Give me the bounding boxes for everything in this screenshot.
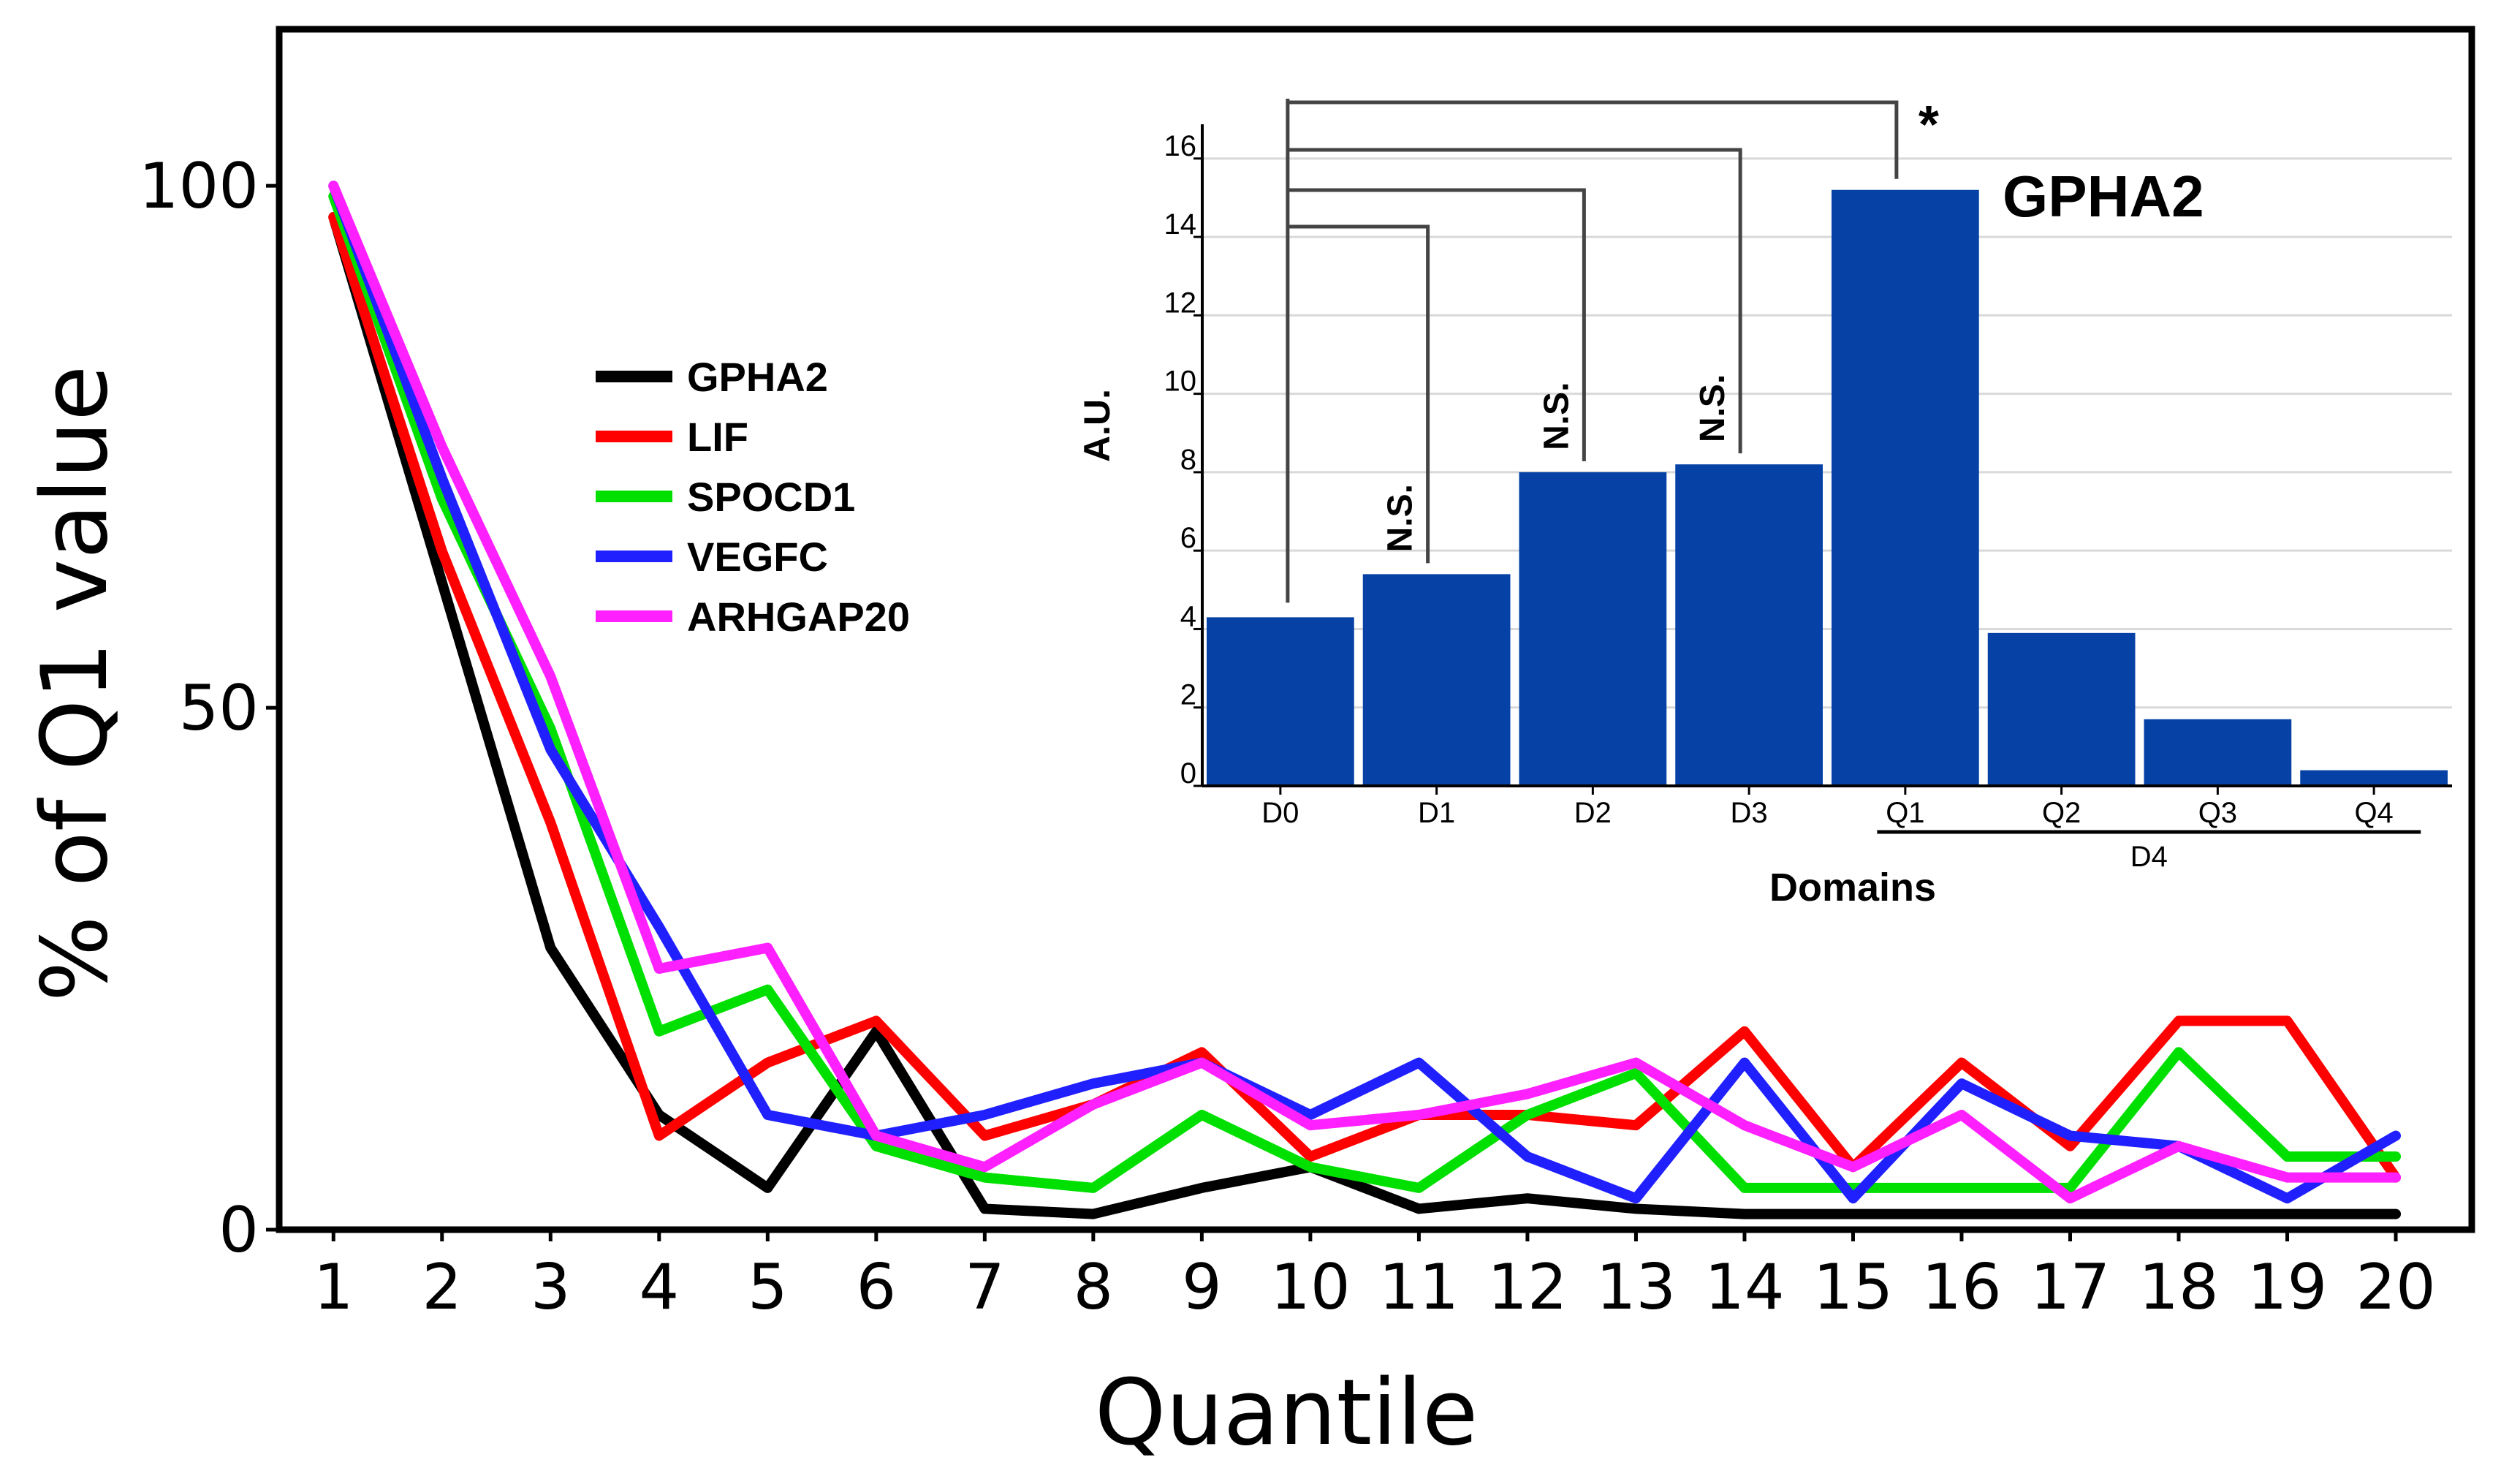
- inset-y-tick-label: 4: [1180, 600, 1196, 632]
- inset-group-label-text: D4: [2130, 841, 2168, 873]
- main-x-tick-label: 6: [856, 1251, 896, 1324]
- inset-x-tick-label: Q1: [1886, 797, 1924, 829]
- inset-y-axis-ticks: 0 2 4 6 8 10 12 14 16: [1164, 130, 1202, 790]
- bar-d1: [1362, 574, 1511, 786]
- inset-y-tick-label: 10: [1164, 366, 1197, 398]
- sig-bracket-d2: [1287, 188, 1586, 461]
- legend-label-arhgap20: ARHGAP20: [687, 594, 910, 640]
- inset-x-tick-label: D1: [1418, 797, 1455, 829]
- legend-label-vegfc: VEGFC: [687, 534, 828, 580]
- bar-d2: [1519, 472, 1667, 786]
- inset-x-tick-label: Q3: [2198, 797, 2237, 829]
- inset-x-tick-label: Q2: [2042, 797, 2081, 829]
- main-x-axis-label: Quantile: [1095, 1361, 1479, 1466]
- main-plot-frame: [276, 26, 2475, 1233]
- main-x-tick-label: 8: [1074, 1251, 1114, 1324]
- main-x-axis-ticks: 1 2 3 4 5 6 7 8 9 10 11 12 13 14 15 16 17 18 19 20: [314, 1230, 2436, 1324]
- inset-group-label: D4: [1877, 830, 2421, 873]
- bar-q1: [1832, 189, 1979, 786]
- main-x-tick-label: 16: [1921, 1251, 2001, 1324]
- main-x-tick-label: 15: [1813, 1251, 1893, 1324]
- sig-bracket-q1: [1287, 100, 1899, 179]
- inset-y-tick-label: 6: [1180, 522, 1196, 554]
- inset-significance-brackets: N.S. N.S. N.S. *: [1286, 96, 1939, 603]
- main-legend: GPHA2 LIF SPOCD1 VEGFC ARHGAP20: [596, 354, 910, 640]
- main-x-tick-label: 7: [965, 1251, 1005, 1324]
- main-x-tick-label: 9: [1182, 1251, 1222, 1324]
- inset-y-tick-label: 0: [1180, 757, 1196, 790]
- inset-y-tick-label: 8: [1180, 444, 1196, 476]
- inset-x-axis-ticks: D0 D1 D2 D3 Q1 Q2 Q3 Q4: [1261, 786, 2394, 829]
- bar-q2: [1987, 632, 2136, 786]
- main-x-tick-label: 3: [531, 1251, 571, 1324]
- inset-bars: [1201, 124, 2452, 787]
- main-series-lines: [328, 181, 2402, 1219]
- series-line-arhgap20: [328, 181, 2402, 1204]
- sig-label-d2: N.S.: [1537, 382, 1576, 450]
- main-x-tick-label: 14: [1704, 1251, 1784, 1324]
- inset-y-tick-label: 14: [1164, 208, 1197, 241]
- main-x-tick-label: 11: [1379, 1251, 1459, 1324]
- sig-bracket-d1: [1287, 224, 1430, 564]
- inset-title: GPHA2: [2003, 164, 2204, 229]
- inset-x-tick-label: D2: [1574, 797, 1612, 829]
- main-x-tick-label: 4: [639, 1251, 679, 1324]
- main-x-tick-label: 2: [422, 1251, 462, 1324]
- bar-d3: [1675, 464, 1823, 786]
- main-y-tick-label: 50: [179, 672, 259, 745]
- main-x-tick-label: 18: [2138, 1251, 2218, 1324]
- inset-x-tick-label: D0: [1261, 797, 1299, 829]
- main-y-axis-ticks: 0 50 100: [139, 150, 279, 1267]
- inset-y-axis-label: A.U.: [1077, 389, 1117, 462]
- bar-d0: [1207, 617, 1354, 786]
- inset-x-tick-label: Q4: [2354, 797, 2393, 829]
- sig-bracket-d3: [1287, 148, 1742, 454]
- legend-label-spocd1: SPOCD1: [687, 474, 855, 520]
- main-y-axis-label: % of Q1 value: [23, 366, 128, 1002]
- bar-q3: [2144, 719, 2292, 786]
- main-x-tick-label: 10: [1270, 1251, 1350, 1324]
- main-x-tick-label: 17: [2030, 1251, 2110, 1324]
- legend-label-lif: LIF: [687, 414, 748, 460]
- inset-gridlines: [1202, 157, 2452, 709]
- inset-x-axis-label: Domains: [1769, 866, 1936, 909]
- series-line-vegfc: [328, 181, 2402, 1204]
- main-x-tick-label: 12: [1487, 1251, 1567, 1324]
- inset-y-tick-label: 2: [1180, 679, 1196, 711]
- main-x-tick-label: 1: [314, 1251, 354, 1324]
- inset-y-tick-label: 12: [1164, 287, 1197, 319]
- main-x-tick-label: 13: [1596, 1251, 1676, 1324]
- legend-label-gpha2: GPHA2: [687, 354, 828, 400]
- sig-label-d3: N.S.: [1693, 374, 1732, 442]
- main-x-tick-label: 5: [748, 1251, 788, 1324]
- main-y-tick-label: 0: [219, 1194, 259, 1267]
- main-x-tick-label: 19: [2247, 1251, 2327, 1324]
- inset-x-tick-label: D3: [1731, 797, 1768, 829]
- bar-q4: [2300, 770, 2448, 786]
- sig-label-q1: *: [1919, 96, 1939, 154]
- main-x-tick-label: 20: [2356, 1251, 2435, 1324]
- main-y-tick-label: 100: [139, 150, 259, 223]
- inset-y-tick-label: 16: [1164, 130, 1197, 162]
- sig-label-d1: N.S.: [1381, 484, 1420, 552]
